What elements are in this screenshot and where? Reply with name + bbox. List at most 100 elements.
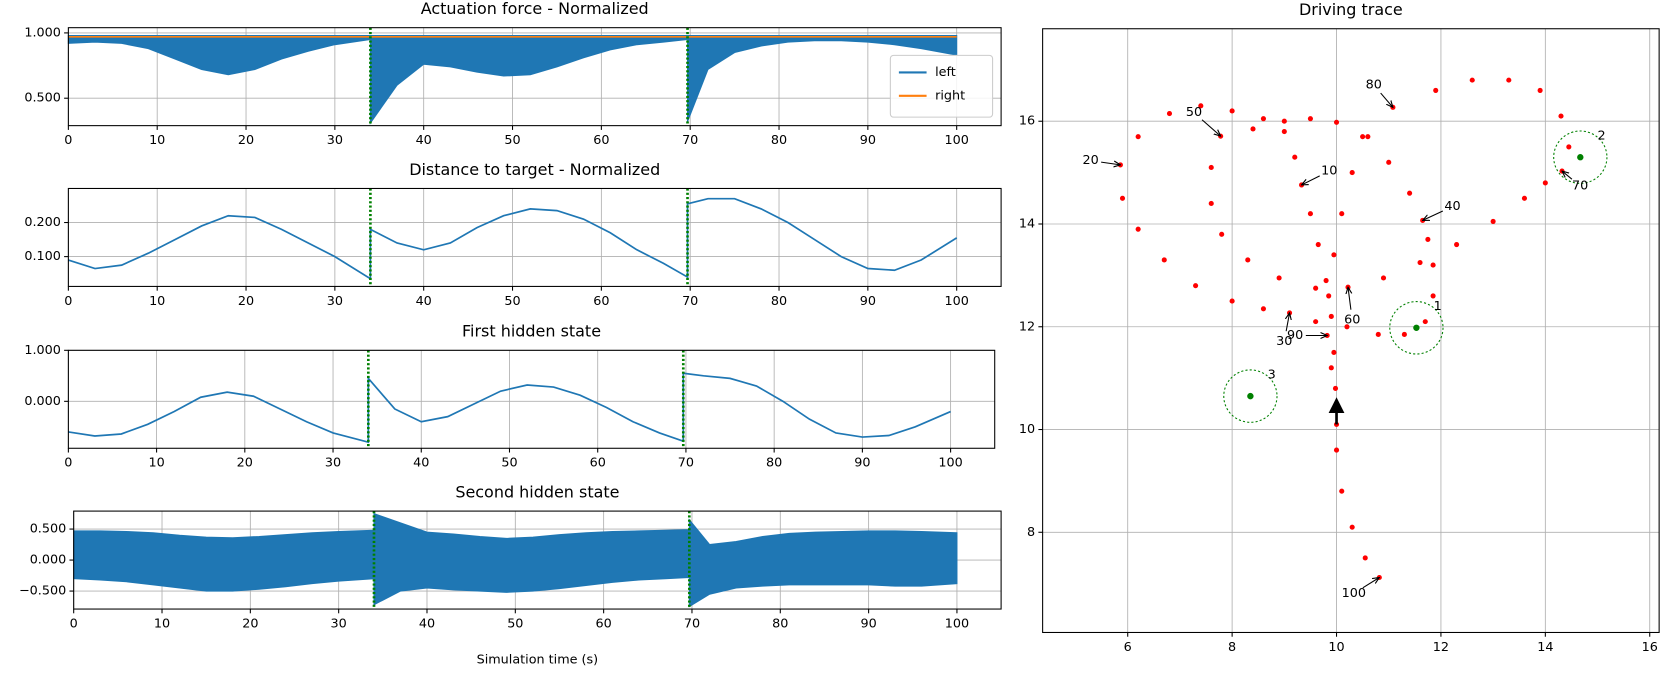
y-tick-label: 0.000 [30,553,67,568]
trace-point [1166,110,1173,117]
plot-frame [67,27,1002,127]
x-tick-label: 30 [325,456,341,471]
trace-point [1339,488,1345,494]
x-tick-label: 90 [860,616,876,631]
target-label: 1 [1434,299,1442,314]
trace-point [1135,226,1141,232]
chart-title: Actuation force - Normalized [421,0,649,18]
target-radius [1223,369,1278,423]
x-tick-label: 100 [945,616,969,631]
x-tick-label: 10 [148,456,164,471]
annotation-label: 20 [1082,153,1098,168]
x-tick-label: 30 [327,133,343,148]
x-tick-label: 16 [1642,640,1658,655]
y-tick-label: 12 [1019,319,1035,334]
y-tick-label: 1.000 [24,343,61,358]
trace-point [1276,275,1282,281]
trace-point [1229,108,1235,114]
trace-point [1198,103,1204,109]
target [1577,154,1584,161]
trace-point [1433,87,1439,93]
trace-point [1260,116,1266,122]
trace-point [1430,262,1436,268]
x-tick-label: 12 [1433,640,1449,655]
trace-point [1537,87,1543,93]
x-axis-label: Simulation time (s) [477,653,599,668]
annotation-arrow [1348,287,1351,310]
annotation-label: 100 [1342,586,1366,601]
annotation-label: 60 [1344,313,1360,328]
annotation-label: 10 [1321,164,1337,179]
x-tick-label: 60 [590,456,606,471]
y-tick-label: 0.000 [24,394,61,409]
trace-point [1339,211,1345,217]
trace-point [1454,241,1460,248]
x-tick-label: 8 [1228,640,1236,655]
trace-point [1469,77,1475,83]
trace-point [1380,275,1387,281]
annotation-arrow [1302,175,1320,185]
trace-point [1360,134,1366,140]
x-tick-label: 6 [1124,640,1132,655]
trace-point [1193,283,1199,289]
trace-point [1119,195,1126,201]
trace-point [1292,154,1298,160]
line [68,197,958,281]
trace-point [1208,164,1214,171]
trace-point [1260,306,1266,312]
annotation-label: 30 [1276,334,1292,349]
legend-label: right [935,88,965,103]
legend-label: left [935,65,956,80]
trace-point [1542,180,1548,186]
x-tick-label: 70 [682,133,698,148]
x-tick-label: 10 [154,616,170,631]
x-tick-label: 14 [1537,640,1553,655]
annotation-arrow [1101,162,1120,165]
x-tick-label: 50 [501,456,517,471]
trace-point [1521,195,1528,201]
trace-point [1323,277,1329,284]
x-tick-label: 20 [237,456,253,471]
y-tick-label: 16 [1019,114,1035,129]
trace-point [1208,200,1214,206]
trace-point [1506,77,1512,83]
trace-point [1344,324,1350,330]
trace-point [1298,182,1305,188]
trace-point [1328,313,1334,320]
y-tick-label: 0.500 [24,91,61,106]
y-tick-label: 0.100 [24,249,61,264]
y-tick-label: −0.500 [19,584,66,599]
trace-point [1219,231,1225,237]
trace-point [1422,319,1428,325]
x-tick-label: 90 [860,133,876,148]
y-tick-label: 8 [1027,525,1035,540]
trace-point [1401,331,1407,338]
annotation-label: 40 [1444,199,1460,214]
x-tick-label: 30 [327,294,343,309]
target-radius [1553,130,1608,184]
trace-point [1331,252,1337,258]
y-tick-label: 10 [1019,422,1035,437]
band [67,34,958,125]
trace-point [1245,257,1251,263]
x-tick-label: 100 [945,133,969,148]
trace-point [1333,119,1340,125]
trace-point [1281,128,1287,135]
x-tick-label: 60 [596,616,612,631]
trace-point [1430,293,1436,299]
trace-point [1281,118,1287,124]
trace-point [1250,126,1256,132]
target-label: 2 [1598,128,1606,143]
x-tick-label: 80 [771,133,787,148]
y-tick-label: 0.200 [24,215,61,230]
annotation-arrow [1423,210,1444,220]
trace-point [1425,236,1431,242]
trace-point [1307,211,1313,217]
annotation-arrow [1201,119,1221,136]
trace-point [1386,159,1392,165]
trace-point [1349,524,1355,530]
target-label: 3 [1268,367,1276,382]
x-tick-label: 40 [413,456,429,471]
annotation-label: 50 [1186,105,1202,120]
